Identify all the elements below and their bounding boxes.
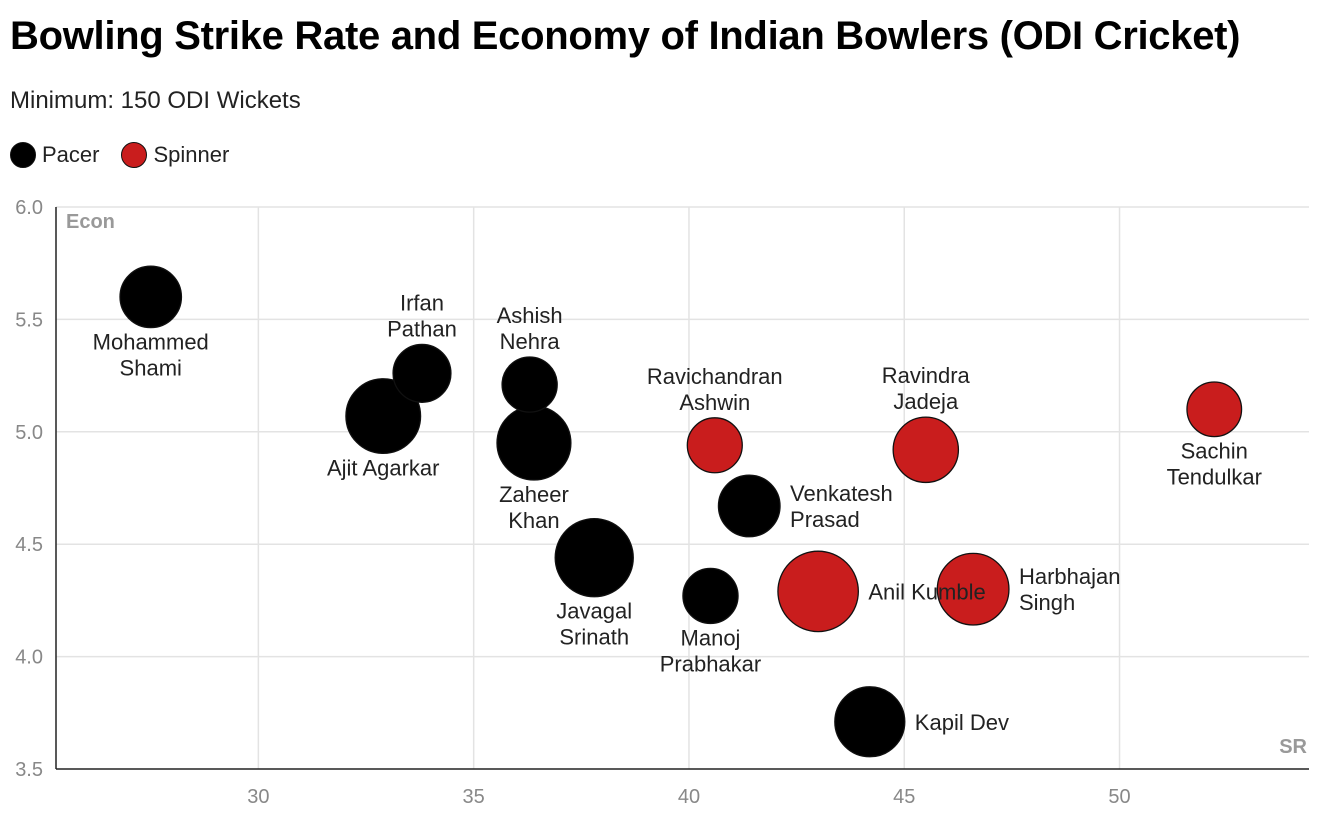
label-ravichandran-ashwin: Ravichandran Ashwin (647, 364, 783, 415)
label-line: Khan (508, 508, 559, 533)
label-line: Mohammed (93, 330, 209, 355)
legend-label-pacer: Pacer (42, 142, 100, 167)
legend-item-spinner: Spinner (121, 142, 229, 168)
data-points (119, 265, 1243, 758)
point-anil-kumble (777, 550, 859, 633)
point-harbhajan-singh (936, 552, 1010, 626)
label-line: Srinath (559, 625, 629, 650)
point-zaheer-khan (496, 405, 572, 481)
point-ajit-agarkar (345, 378, 422, 455)
label-ajit-agarkar: Ajit Agarkar (327, 455, 440, 480)
point-ravindra-jadeja (892, 416, 960, 484)
label-kapil-dev: Kapil Dev (915, 710, 1009, 735)
label-line: Ravichandran (647, 364, 783, 389)
label-line: Jadeja (893, 389, 959, 414)
label-sachin-tendulkar: Sachin Tendulkar (1167, 439, 1262, 490)
x-tick-label: 40 (678, 786, 700, 808)
y-tick-label: 4.5 (15, 534, 43, 556)
y-axis-title: Econ (66, 211, 115, 233)
label-line: Tendulkar (1167, 465, 1262, 490)
label-line: Singh (1019, 590, 1075, 615)
point-kapil-dev (834, 686, 906, 758)
point-sachin-tendulkar (1186, 381, 1243, 438)
label-line: Ashwin (679, 390, 750, 415)
grid (56, 206, 1309, 769)
label-javagal-srinath: Javagal Srinath (556, 599, 632, 650)
data-labels: Anil Kumble Javagal Srinath Ajit Agarkar Zah… (93, 290, 1262, 734)
label-mohammed-shami: Mohammed Shami (93, 330, 209, 381)
point-ashish-nehra (501, 356, 558, 413)
chart-title: Bowling Strike Rate and Economy of India… (10, 14, 1241, 58)
y-tick-label: 5.5 (15, 309, 43, 331)
chart-subtitle: Minimum: 150 ODI Wickets (10, 87, 301, 114)
legend-swatch-pacer (10, 142, 36, 168)
label-line: Prasad (790, 507, 860, 532)
label-line: Manoj (681, 625, 741, 650)
point-ravichandran-ashwin (686, 417, 743, 474)
x-tick-label: 35 (463, 786, 485, 808)
point-mohammed-shami (119, 265, 183, 329)
legend-label-spinner: Spinner (153, 142, 230, 167)
label-line: Harbhajan (1019, 564, 1121, 589)
point-manoj-prabhakar (682, 567, 739, 625)
label-line: Venkatesh (790, 481, 893, 506)
legend-item-pacer: Pacer (10, 142, 99, 168)
label-anil-kumble: Anil Kumble (868, 579, 985, 604)
x-tick-label: 45 (893, 786, 915, 808)
label-line: Nehra (500, 329, 561, 354)
label-zaheer-khan: Zaheer Khan (499, 482, 569, 533)
label-manoj-prabhakar: Manoj Prabhakar (660, 625, 762, 676)
label-harbhajan-singh: Harbhajan Singh (1019, 564, 1121, 615)
label-ravindra-jadeja: Ravindra Jadeja (882, 363, 971, 414)
label-line: Javagal (556, 599, 632, 624)
point-venkatesh-prasad (717, 474, 781, 538)
y-tick-label: 6.0 (15, 197, 43, 219)
label-line: Zaheer (499, 482, 569, 507)
label-line: Anil Kumble (868, 579, 985, 604)
legend: Pacer Spinner (10, 142, 251, 168)
label-line: Ravindra (882, 363, 971, 388)
legend-swatch-spinner (121, 142, 148, 168)
y-tick-label: 3.5 (15, 759, 43, 781)
label-ashish-nehra: Ashish Nehra (497, 303, 563, 354)
label-line: Sachin (1181, 439, 1248, 464)
x-tick-label: 30 (247, 786, 269, 808)
label-line: Pathan (387, 316, 457, 341)
label-line: Ashish (497, 303, 563, 328)
y-tick-label: 4.0 (15, 647, 43, 669)
label-line: Shami (120, 356, 182, 381)
label-venkatesh-prasad: Venkatesh Prasad (790, 481, 893, 532)
point-irfan-pathan (392, 343, 452, 403)
label-irfan-pathan: Irfan Pathan (387, 290, 457, 341)
label-line: Irfan (400, 290, 444, 315)
point-javagal-srinath (554, 517, 634, 598)
y-tick-label: 5.0 (15, 422, 43, 444)
label-line: Kapil Dev (915, 710, 1009, 735)
axes: 3.5 4.0 4.5 5.0 5.5 6.0 30 35 40 45 50 Econ SR (15, 197, 1309, 808)
label-line: Prabhakar (660, 651, 762, 676)
label-line: Ajit Agarkar (327, 455, 440, 480)
x-tick-label: 50 (1108, 786, 1130, 808)
x-axis-title: SR (1279, 736, 1307, 758)
